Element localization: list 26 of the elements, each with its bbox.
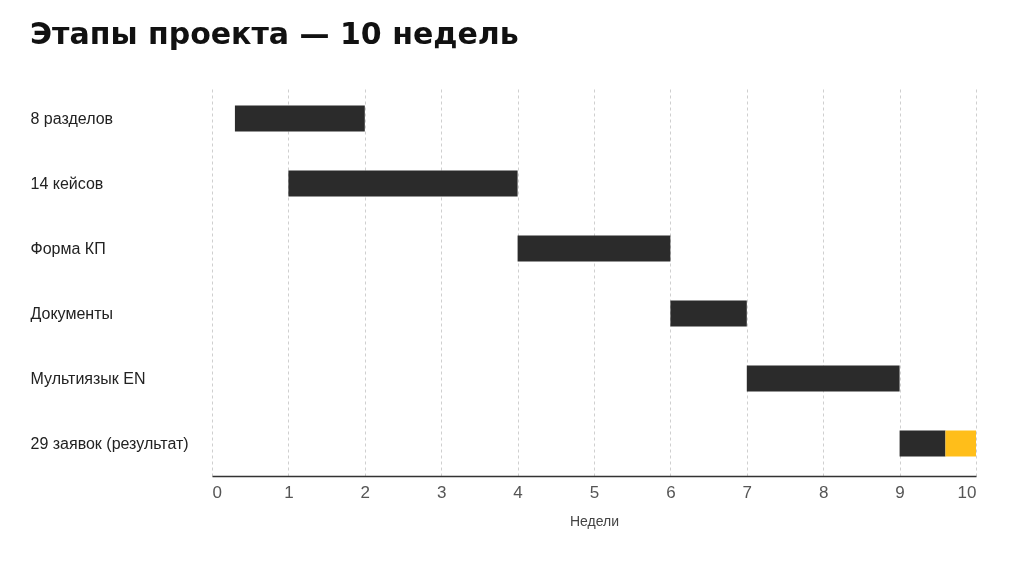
y-tick-label: 14 кейсов [30, 174, 104, 192]
y-tick-label: 8 разделов [30, 109, 114, 127]
bar [234, 105, 365, 132]
y-tick-label: 29 заявок (результат) [30, 434, 189, 452]
bar [670, 300, 747, 327]
x-tick-label: 7 [742, 482, 753, 502]
bar [288, 170, 518, 197]
chart-title: Этапы проекта — 10 недель [30, 16, 519, 51]
x-tick-label: 5 [589, 482, 600, 502]
x-axis-title: Недели [569, 512, 620, 529]
y-tick-label: Форма КП [30, 239, 106, 257]
bar [945, 430, 976, 457]
bar [746, 365, 900, 392]
bar [517, 235, 671, 262]
x-tick-label: 3 [436, 482, 447, 502]
y-tick-label: Мультиязык EN [30, 369, 146, 387]
x-tick-label: 9 [895, 482, 905, 502]
x-tick-label: 0 [212, 482, 222, 502]
x-tick-label: 10 [957, 482, 977, 502]
x-tick-label: 8 [818, 482, 829, 502]
y-tick-label: Документы [30, 304, 113, 322]
x-tick-label: 6 [666, 482, 676, 502]
bar [899, 430, 946, 457]
x-tick-label: 1 [284, 482, 294, 502]
x-tick-label: 4 [513, 482, 523, 502]
x-tick-label: 2 [360, 482, 371, 502]
